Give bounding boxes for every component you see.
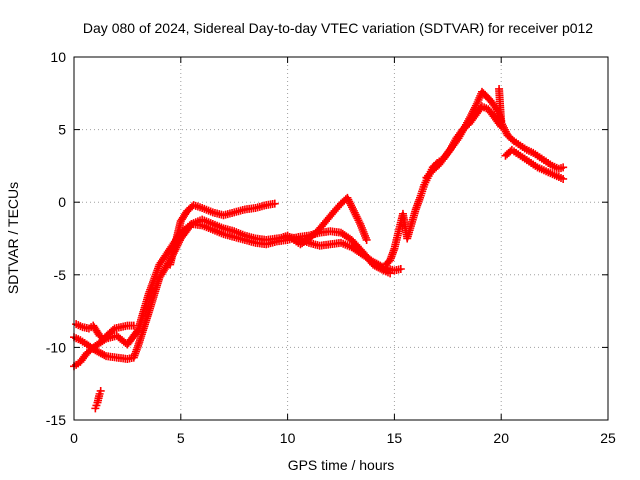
data-point <box>352 212 361 221</box>
data-point <box>345 197 354 206</box>
series-satellite-track-H <box>495 84 568 173</box>
y-tick-label: 10 <box>50 49 66 65</box>
data-points <box>70 84 568 413</box>
data-point <box>469 107 478 116</box>
data-point <box>499 122 508 131</box>
series-satellite-track-J <box>91 386 105 413</box>
grid-lines <box>74 57 608 420</box>
x-tick-label: 5 <box>177 430 185 446</box>
series-satellite-track-E <box>279 193 371 249</box>
series-satellite-track-G <box>422 87 506 182</box>
y-tick-label: -5 <box>54 267 67 283</box>
x-tick-label: 15 <box>387 430 403 446</box>
data-point <box>396 264 405 273</box>
x-tick-label: 10 <box>280 430 296 446</box>
x-tick-label: 0 <box>70 430 78 446</box>
series-satellite-track-C <box>72 320 138 343</box>
y-tick-label: -10 <box>46 339 66 355</box>
y-tick-label: 0 <box>58 194 66 210</box>
series-satellite-track-F <box>381 102 506 269</box>
plot-frame <box>73 56 609 421</box>
y-tick-label: -15 <box>46 412 66 428</box>
y-tick-label: 5 <box>58 122 66 138</box>
series-satellite-track-D <box>166 199 279 269</box>
x-axis-label: GPS time / hours <box>288 457 395 473</box>
data-point <box>499 123 508 132</box>
data-point <box>362 235 371 244</box>
data-point <box>559 163 568 172</box>
data-point <box>346 199 355 208</box>
x-tick-label: 20 <box>493 430 509 446</box>
data-point <box>96 386 105 395</box>
series-satellite-track-B <box>70 215 405 364</box>
data-point <box>270 199 279 208</box>
data-point <box>351 210 360 219</box>
y-axis-label: SDTVAR / TECUs <box>5 182 21 294</box>
series-satellite-track-I <box>501 145 568 183</box>
chart-title: Day 080 of 2024, Sidereal Day-to-day VTE… <box>83 20 593 36</box>
axes: 0 5 10 15 20 25 -15 -10 -5 0 5 10 <box>46 49 616 446</box>
data-point <box>559 174 568 183</box>
data-point <box>100 351 109 360</box>
x-tick-label: 25 <box>600 430 616 446</box>
data-point <box>129 321 138 330</box>
data-point <box>470 105 479 114</box>
